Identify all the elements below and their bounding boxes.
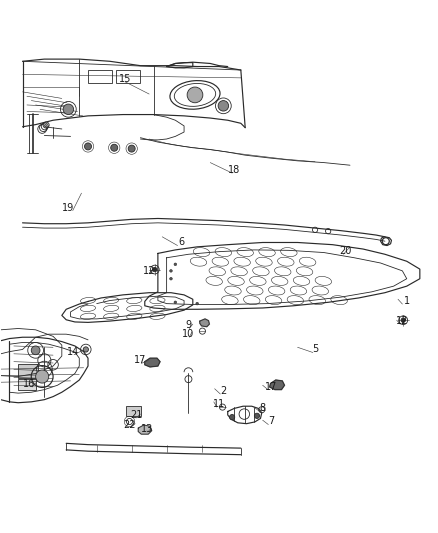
- Text: 7: 7: [268, 416, 275, 426]
- Polygon shape: [200, 319, 209, 327]
- Bar: [126, 406, 141, 416]
- Circle shape: [63, 104, 74, 115]
- Circle shape: [152, 268, 157, 272]
- Polygon shape: [270, 380, 285, 390]
- Text: 11: 11: [213, 399, 225, 409]
- Circle shape: [85, 143, 92, 150]
- Text: 22: 22: [123, 419, 136, 430]
- Text: 9: 9: [185, 320, 191, 330]
- Circle shape: [401, 318, 406, 322]
- Circle shape: [254, 413, 260, 418]
- Polygon shape: [138, 425, 152, 434]
- Text: 1: 1: [404, 296, 410, 306]
- Circle shape: [218, 101, 229, 111]
- Circle shape: [170, 270, 172, 272]
- Circle shape: [230, 415, 235, 420]
- Circle shape: [170, 277, 172, 280]
- Text: 8: 8: [260, 403, 266, 414]
- Text: 10: 10: [182, 329, 194, 339]
- Circle shape: [187, 87, 203, 103]
- Circle shape: [174, 263, 177, 265]
- Circle shape: [174, 301, 177, 304]
- Text: 17: 17: [265, 382, 278, 392]
- Circle shape: [35, 370, 49, 383]
- Text: 19: 19: [62, 203, 74, 213]
- Text: 12: 12: [143, 266, 155, 276]
- Circle shape: [196, 302, 198, 305]
- Circle shape: [128, 145, 135, 152]
- Text: 14: 14: [67, 346, 79, 357]
- Text: 21: 21: [130, 410, 142, 420]
- Text: 2: 2: [220, 386, 226, 396]
- Bar: [117, 70, 141, 83]
- Text: 16: 16: [23, 379, 35, 390]
- Bar: [18, 379, 36, 390]
- Polygon shape: [145, 358, 160, 367]
- Text: 6: 6: [179, 238, 185, 247]
- Bar: [18, 364, 38, 378]
- Text: 13: 13: [141, 424, 153, 434]
- Circle shape: [31, 346, 40, 354]
- Bar: [88, 70, 112, 83]
- Text: 20: 20: [339, 246, 352, 256]
- Text: 5: 5: [312, 344, 318, 354]
- Text: 18: 18: [228, 165, 240, 175]
- Circle shape: [83, 347, 88, 352]
- Text: 17: 17: [134, 356, 147, 365]
- Circle shape: [111, 144, 118, 151]
- Text: 12: 12: [396, 316, 409, 326]
- Text: 15: 15: [119, 74, 131, 84]
